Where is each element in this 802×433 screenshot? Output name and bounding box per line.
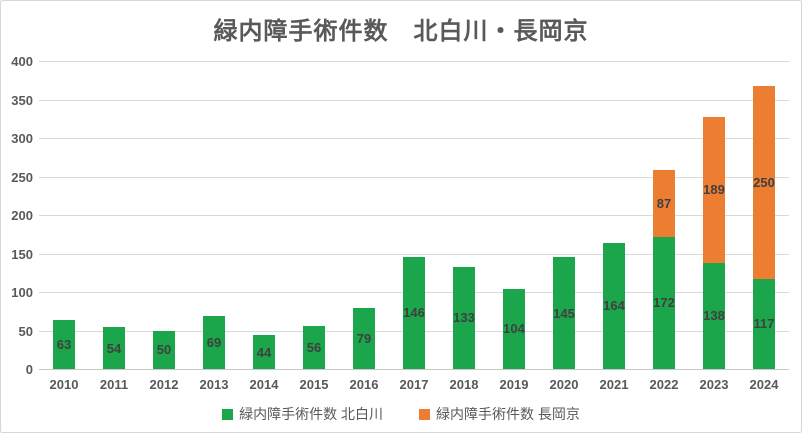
- bar-value-label: 69: [206, 334, 222, 350]
- bar-2010-series-0: 63: [53, 320, 75, 369]
- chart-title: 緑内障手術件数 北白川・長岡京: [213, 18, 589, 45]
- y-tick-label-200: 200: [11, 208, 33, 223]
- y-tick-label-400: 400: [11, 54, 33, 69]
- legend-label: 緑内障手術件数 長岡京: [436, 406, 580, 422]
- bar-2014-series-0: 44: [253, 335, 275, 369]
- gridline-400: [39, 61, 789, 62]
- x-tick-label-2023: 2023: [699, 377, 729, 392]
- x-tick-label-2014: 2014: [249, 377, 279, 392]
- x-tick-label-2012: 2012: [149, 377, 179, 392]
- bar-2015-series-0: 56: [303, 325, 325, 369]
- x-tick-label-2020: 2020: [549, 377, 579, 392]
- bar-2024-series-1: 250: [753, 86, 775, 279]
- y-tick-label-50: 50: [18, 323, 33, 339]
- gridline-150: [39, 253, 789, 255]
- bar-2013-series-0: 69: [203, 315, 225, 369]
- bar-value-label: 56: [306, 339, 322, 355]
- bar-2016-series-0: 79: [353, 308, 375, 369]
- y-tick-label-150: 150: [11, 246, 33, 262]
- bar-2024-series-0: 117: [753, 278, 775, 369]
- gridline-200: [39, 215, 789, 216]
- bar-2023-series-1: 189: [703, 117, 725, 263]
- bar-value-label: 79: [356, 331, 372, 347]
- x-tick-label-2015: 2015: [299, 377, 329, 392]
- bar-value-label: 133: [453, 310, 475, 326]
- legend-swatch-icon: [222, 408, 234, 420]
- bar-value-label: 145: [553, 305, 575, 321]
- bar-value-label: 138: [703, 308, 725, 324]
- bar-2022-series-0: 172: [653, 236, 675, 369]
- x-tick-label-2019: 2019: [499, 377, 529, 392]
- y-tick-label-250: 250: [11, 169, 33, 185]
- bar-2018-series-0: 133: [453, 266, 475, 369]
- y-tick-label-100: 100: [11, 285, 33, 300]
- x-axis-line: [39, 369, 789, 370]
- bar-2023-series-0: 138: [703, 262, 725, 369]
- x-tick-label-2018: 2018: [449, 377, 479, 392]
- x-tick-label-2022: 2022: [649, 377, 679, 392]
- bar-value-label: 146: [403, 305, 425, 321]
- bar-value-label: 189: [703, 182, 725, 198]
- bar-2012-series-0: 50: [153, 330, 175, 369]
- gridline-250: [39, 176, 789, 178]
- y-tick-label-300: 300: [11, 131, 33, 146]
- bar-2019-series-0: 104: [503, 288, 525, 369]
- x-tick-label-2013: 2013: [199, 377, 229, 392]
- bar-2017-series-0: 146: [403, 256, 425, 369]
- bar-value-label: 44: [256, 344, 272, 360]
- bar-value-label: 50: [156, 342, 172, 358]
- bar-value-label: 164: [603, 298, 625, 314]
- chart-legend: 緑内障手術件数 北白川 緑内障手術件数 長岡京: [1, 404, 801, 424]
- x-tick-label-2016: 2016: [349, 377, 379, 392]
- bar-value-label: 104: [503, 321, 525, 337]
- y-tick-label-0: 0: [25, 362, 33, 377]
- bar-value-label: 63: [56, 337, 72, 353]
- legend-swatch-icon: [419, 408, 430, 420]
- bar-value-label: 250: [753, 175, 775, 191]
- bar-value-label: 172: [653, 295, 675, 311]
- x-tick-label-2011: 2011: [99, 377, 129, 392]
- gridline-350: [39, 99, 789, 101]
- x-tick-label-2021: 2021: [599, 377, 629, 392]
- bar-2011-series-0: 54: [103, 327, 125, 369]
- x-tick-label-2017: 2017: [399, 377, 429, 392]
- x-tick-label-2024: 2024: [749, 377, 779, 392]
- bar-2022-series-1: 87: [653, 169, 675, 237]
- bar-2020-series-0: 145: [553, 257, 575, 369]
- gridline-300: [39, 138, 789, 139]
- bar-value-label: 54: [106, 340, 122, 356]
- legend-item-0: 緑内障手術件数 北白川: [222, 404, 383, 424]
- legend-label: 緑内障手術件数 北白川: [239, 406, 383, 422]
- legend-item-1: 緑内障手術件数 長岡京: [419, 404, 580, 424]
- x-tick-label-2010: 2010: [49, 377, 79, 392]
- bar-value-label: 117: [753, 316, 775, 332]
- bar-value-label: 87: [656, 195, 672, 211]
- y-tick-label-350: 350: [11, 92, 33, 108]
- bar-2021-series-0: 164: [603, 242, 625, 369]
